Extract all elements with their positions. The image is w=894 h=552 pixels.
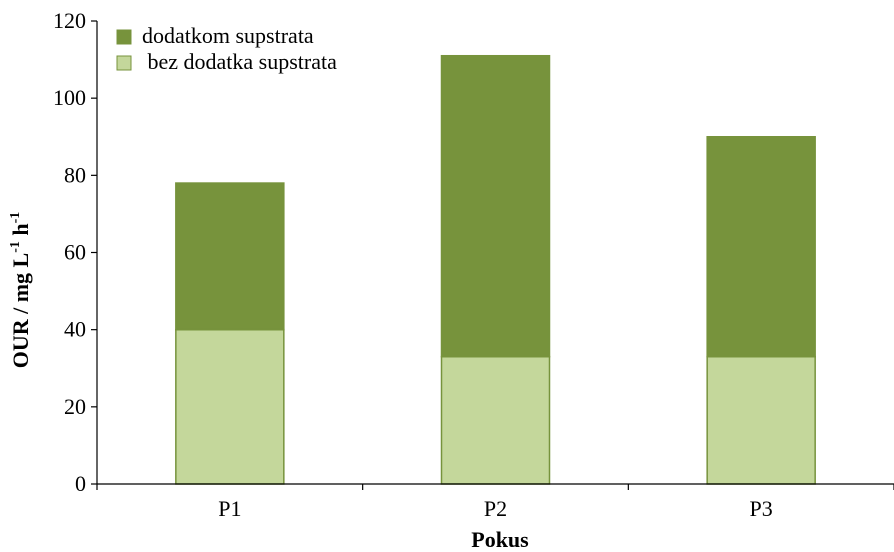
x-tick-label-p3: P3	[750, 496, 773, 521]
x-tick-label-p1: P1	[218, 496, 241, 521]
x-tick-label-p2: P2	[484, 496, 507, 521]
legend: dodatkom supstrata bez dodatka supstrata	[116, 23, 337, 74]
svg-text:OUR / mg L-1 h-1: OUR / mg L-1 h-1	[8, 212, 33, 369]
y-tick-label: 120	[53, 8, 86, 33]
legend-label: bez dodatka supstrata	[142, 49, 337, 74]
y-axis-title-mid: h	[8, 223, 33, 241]
y-tick-label: 20	[64, 394, 86, 419]
bar-p1-series-1	[175, 328, 285, 485]
legend-swatch	[116, 55, 132, 71]
y-tick-label: 0	[75, 471, 86, 496]
y-axis-title-sup2: -1	[8, 212, 23, 224]
bars-layer	[175, 54, 816, 485]
y-tick-label: 40	[64, 317, 86, 342]
legend-swatch	[116, 29, 132, 45]
bar-p3-series-2	[706, 136, 816, 358]
bar-p3-series-1	[706, 355, 816, 485]
x-axis-title: Pokus	[471, 527, 529, 552]
bar-p2-series-1	[440, 355, 551, 485]
bar-p2-series-2	[440, 54, 551, 358]
y-axis-title-sup1: -1	[8, 241, 23, 253]
y-axis-title: OUR / mg L-1 h-1	[8, 212, 33, 369]
y-tick-label: 60	[64, 240, 86, 265]
y-tick-label: 100	[53, 85, 86, 110]
bar-p1-series-2	[175, 182, 285, 331]
y-axis-title-main: OUR / mg L	[8, 253, 33, 369]
legend-label: dodatkom supstrata	[142, 23, 314, 48]
y-tick-label: 80	[64, 162, 86, 187]
ticks-layer: 0 20 40 60 80 100 120 P1 P2 P3	[53, 8, 894, 521]
